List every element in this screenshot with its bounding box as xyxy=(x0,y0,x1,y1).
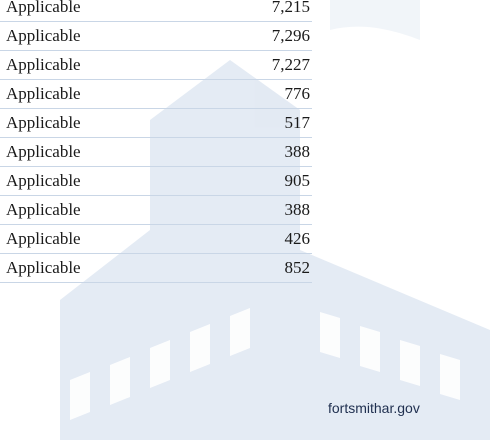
value-cell: 7,227 xyxy=(198,51,312,80)
value-cell: 7,296 xyxy=(198,22,312,51)
status-cell: Applicable xyxy=(0,109,198,138)
footer-url: fortsmithar.gov xyxy=(328,400,420,416)
status-cell: Applicable xyxy=(0,80,198,109)
value-cell: 388 xyxy=(198,138,312,167)
value-cell: 388 xyxy=(198,196,312,225)
status-cell: Applicable xyxy=(0,51,198,80)
status-cell: Applicable xyxy=(0,0,198,22)
status-cell: Applicable xyxy=(0,167,198,196)
value-cell: 776 xyxy=(198,80,312,109)
status-cell: Applicable xyxy=(0,196,198,225)
page: {"table": {"rows": [ ["Applicable", "7,2… xyxy=(0,0,490,440)
value-cell: 905 xyxy=(198,167,312,196)
status-cell: Applicable xyxy=(0,254,198,283)
value-cell: 517 xyxy=(198,109,312,138)
value-cell: 7,215 xyxy=(198,0,312,22)
value-cell: 852 xyxy=(198,254,312,283)
status-cell: Applicable xyxy=(0,22,198,51)
value-cell: 426 xyxy=(198,225,312,254)
status-cell: Applicable xyxy=(0,138,198,167)
status-cell: Applicable xyxy=(0,225,198,254)
